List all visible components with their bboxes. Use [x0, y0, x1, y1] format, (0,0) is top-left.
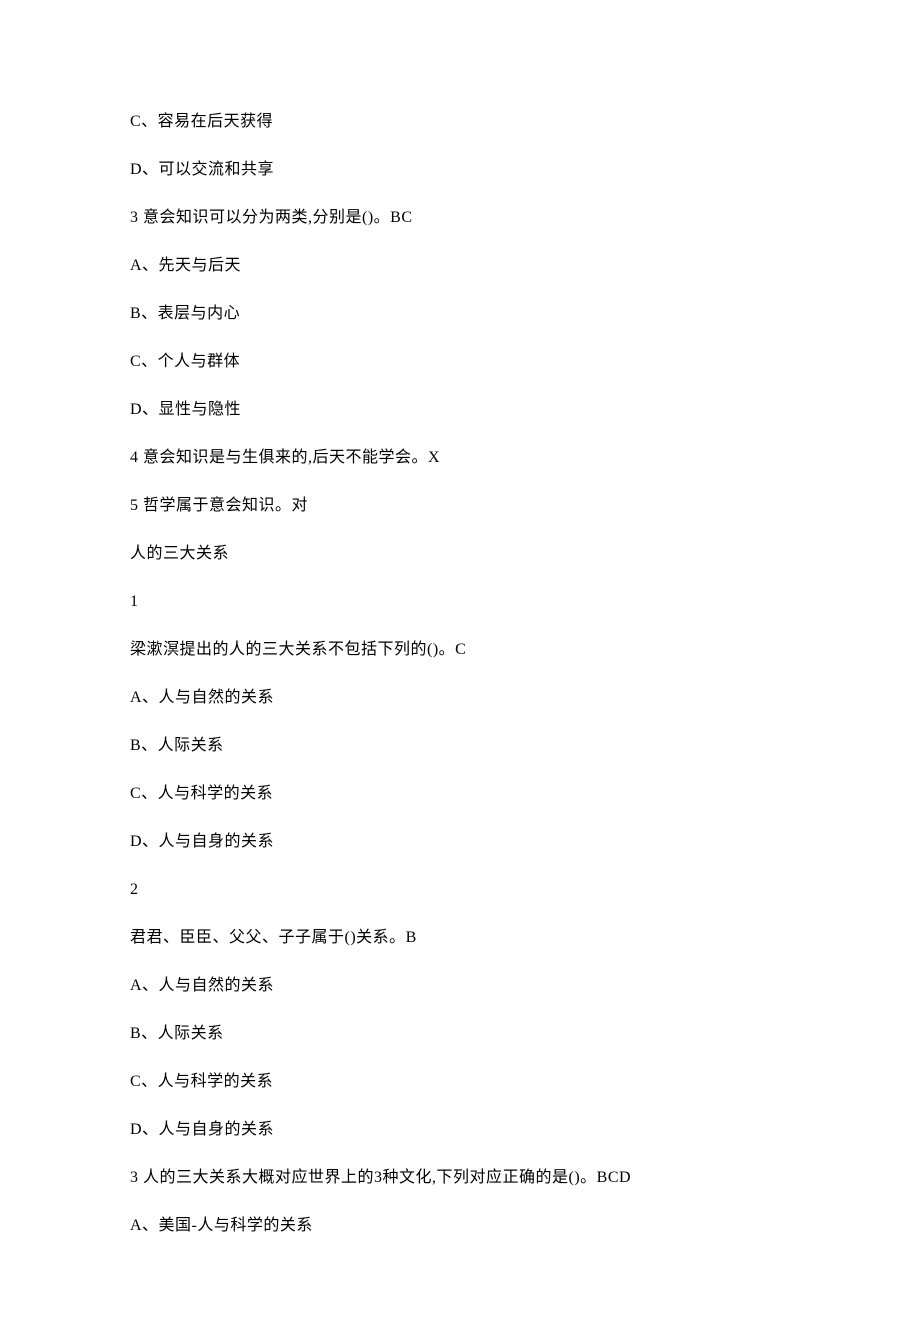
question-5: 5 哲学属于意会知识。对	[130, 494, 790, 518]
option-c: C、人与科学的关系	[130, 1070, 790, 1094]
option-b: B、表层与内心	[130, 302, 790, 326]
section-title: 人的三大关系	[130, 542, 790, 566]
option-c: C、人与科学的关系	[130, 782, 790, 806]
question-number-1: 1	[130, 590, 790, 614]
question-3-text: 3 人的三大关系大概对应世界上的3种文化,下列对应正确的是()。BCD	[130, 1166, 790, 1190]
question-3: 3 意会知识可以分为两类,分别是()。BC	[130, 206, 790, 230]
option-d: D、显性与隐性	[130, 398, 790, 422]
option-a: A、人与自然的关系	[130, 686, 790, 710]
question-4: 4 意会知识是与生俱来的,后天不能学会。X	[130, 446, 790, 470]
option-a: A、美国-人与科学的关系	[130, 1214, 790, 1238]
option-c: C、容易在后天获得	[130, 110, 790, 134]
option-a: A、人与自然的关系	[130, 974, 790, 998]
option-d: D、可以交流和共享	[130, 158, 790, 182]
option-c: C、个人与群体	[130, 350, 790, 374]
question-2-text: 君君、臣臣、父父、子子属于()关系。B	[130, 926, 790, 950]
option-b: B、人际关系	[130, 1022, 790, 1046]
question-1-text: 梁漱溟提出的人的三大关系不包括下列的()。C	[130, 638, 790, 662]
option-d: D、人与自身的关系	[130, 830, 790, 854]
question-number-2: 2	[130, 878, 790, 902]
option-b: B、人际关系	[130, 734, 790, 758]
option-a: A、先天与后天	[130, 254, 790, 278]
option-d: D、人与自身的关系	[130, 1118, 790, 1142]
